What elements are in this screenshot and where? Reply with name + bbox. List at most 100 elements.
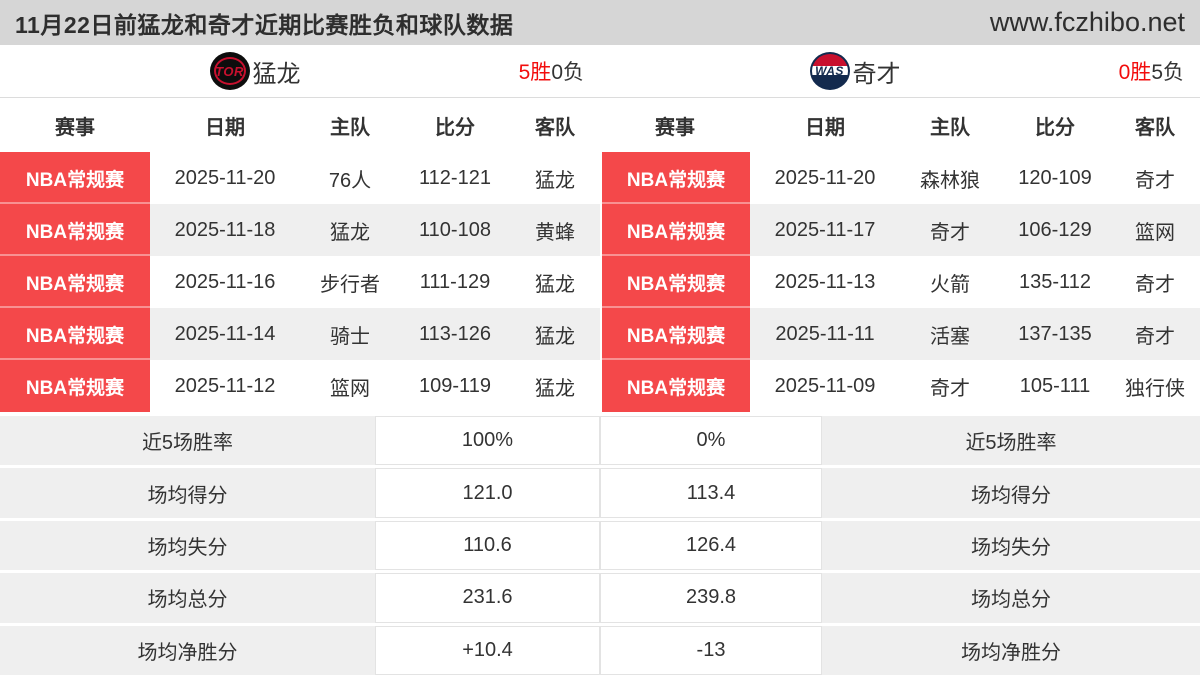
left-team-header: TOR 猛龙 5胜0负 [0,45,600,97]
stat-value-left: 121.0 [375,468,600,518]
league-badge: NBA常规赛 [600,256,750,308]
site-url: www.fczhibo.net [989,7,1185,37]
match-date: 2025-11-20 [774,166,876,189]
table-row: NBA常规赛 2025-11-11 活塞 137-135 奇才 [600,308,1200,360]
stat-label: 场均总分 [822,573,1200,623]
right-team-name: 奇才 [852,60,901,88]
left-table-header: 赛事 日期 主队 比分 客队 [0,98,600,152]
raptors-abbr: TOR [215,63,244,79]
stat-label: 场均净胜分 [0,625,375,675]
match-date: 2025-11-14 [174,322,276,345]
away-team: 猛龙 [535,169,575,192]
stat-value-right: 113.4 [600,468,822,518]
left-team-record: 5胜0负 [519,56,584,86]
league-badge: NBA常规赛 [600,360,750,412]
match-date: 2025-11-13 [774,270,876,293]
league-badge: NBA常规赛 [0,152,150,204]
left-team-group: TOR 猛龙 [209,52,301,90]
col-home: 主队 [930,116,970,139]
match-tables: 赛事 日期 主队 比分 客队 NBA常规赛 2025-11-20 76人 112… [0,98,1200,412]
home-team: 森林狼 [920,169,980,192]
match-score: 111-129 [419,270,491,293]
stat-label: 场均失分 [0,520,375,571]
right-table-header: 赛事 日期 主队 比分 客队 [600,98,1200,152]
match-score: 112-121 [419,166,491,189]
home-team: 76人 [328,169,372,192]
home-team: 活塞 [930,325,970,348]
league-badge: NBA常规赛 [600,308,750,360]
stat-label: 场均得分 [0,468,375,518]
wizards-abbr: WAS [815,64,844,78]
stat-label: 场均总分 [0,573,375,623]
league-badge: NBA常规赛 [0,308,150,360]
stat-label: 场均得分 [822,468,1200,518]
stat-value-left: 110.6 [375,520,600,571]
raptors-logo-icon: TOR [209,52,250,90]
away-team: 奇才 [1135,273,1175,296]
match-score: 120-109 [1018,166,1092,189]
right-team-group: WAS 奇才 [809,52,901,90]
table-row: NBA常规赛 2025-11-09 奇才 105-111 独行侠 [600,360,1200,412]
away-team: 猛龙 [535,377,575,400]
logo-ring [213,57,246,85]
home-team: 骑士 [330,325,370,348]
stat-value-right: 0% [600,416,822,466]
stat-label: 场均净胜分 [822,625,1200,675]
match-score: 137-135 [1018,322,1092,345]
league-badge: NBA常规赛 [0,360,150,412]
match-date: 2025-11-17 [774,218,876,241]
right-match-table: 赛事 日期 主队 比分 客队 NBA常规赛 2025-11-20 森林狼 120… [600,98,1200,412]
match-score: 135-112 [1019,270,1091,293]
left-record-losses: 0负 [551,61,584,84]
table-row: NBA常规赛 2025-11-20 森林狼 120-109 奇才 [600,152,1200,204]
team-header-row: TOR 猛龙 5胜0负 WAS 奇才 0胜5负 [0,45,1200,98]
match-score: 106-129 [1018,218,1092,241]
match-score: 105-111 [1019,374,1091,397]
page-title: 11月22日前猛龙和奇才近期比赛胜负和球队数据 [15,11,514,38]
home-team: 篮网 [330,377,370,400]
match-date: 2025-11-09 [774,374,876,397]
col-date: 日期 [805,116,845,139]
stat-value-left: 231.6 [375,573,600,623]
match-score: 113-126 [419,322,491,345]
stat-label: 近5场胜率 [822,416,1200,466]
table-row: NBA常规赛 2025-11-14 骑士 113-126 猛龙 [0,308,600,360]
left-record-wins: 5胜 [518,61,552,84]
match-score: 109-119 [419,374,491,397]
left-team-name: 猛龙 [252,60,301,88]
home-team: 奇才 [930,377,970,400]
stat-value-left: +10.4 [375,625,600,675]
away-team: 篮网 [1135,221,1175,244]
table-row: NBA常规赛 2025-11-18 猛龙 110-108 黄蜂 [0,204,600,256]
home-team: 步行者 [320,273,380,296]
right-team-header: WAS 奇才 0胜5负 [600,45,1200,97]
col-league: 赛事 [55,116,95,139]
stat-label: 场均失分 [822,520,1200,571]
match-date: 2025-11-16 [174,270,276,293]
home-team: 奇才 [930,221,970,244]
right-record-losses: 5负 [1151,61,1184,84]
away-team: 奇才 [1135,325,1175,348]
league-badge: NBA常规赛 [600,152,750,204]
stat-value-right: 126.4 [600,520,822,571]
away-team: 独行侠 [1125,377,1185,400]
league-badge: NBA常规赛 [0,256,150,308]
col-date: 日期 [205,116,245,139]
stat-value-left: 100% [375,416,600,466]
away-team: 猛龙 [535,273,575,296]
league-badge: NBA常规赛 [600,204,750,256]
match-date: 2025-11-12 [174,374,276,397]
league-badge: NBA常规赛 [0,204,150,256]
col-score: 比分 [435,116,475,139]
col-home: 主队 [330,116,370,139]
stat-value-right: -13 [600,625,822,675]
away-team: 奇才 [1135,169,1175,192]
right-record-wins: 0胜 [1118,61,1152,84]
left-match-table: 赛事 日期 主队 比分 客队 NBA常规赛 2025-11-20 76人 112… [0,98,600,412]
table-row: NBA常规赛 2025-11-20 76人 112-121 猛龙 [0,152,600,204]
col-away: 客队 [1135,116,1175,139]
table-row: NBA常规赛 2025-11-16 步行者 111-129 猛龙 [0,256,600,308]
match-date: 2025-11-18 [174,218,276,241]
table-row: NBA常规赛 2025-11-13 火箭 135-112 奇才 [600,256,1200,308]
right-team-record: 0胜5负 [1119,56,1184,86]
